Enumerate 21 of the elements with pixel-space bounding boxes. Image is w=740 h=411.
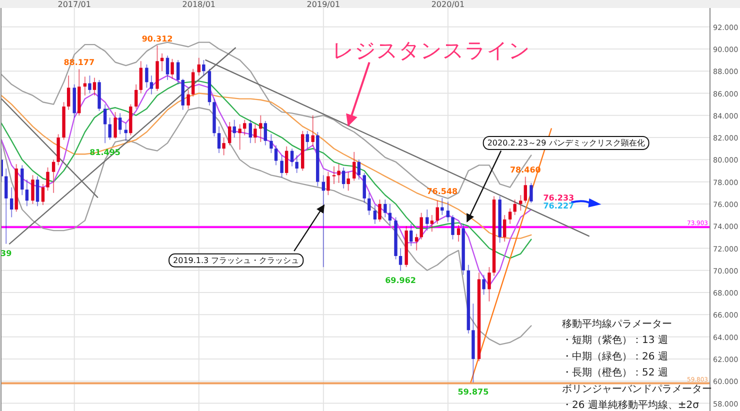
annotation: ・短期（紫色）：13 週 (562, 334, 668, 346)
annotation: 2019.1.3 フラッシュ・クラッシュ (173, 256, 300, 265)
annotation: レジスタンスライン (332, 38, 530, 63)
annotation: 76.548 (426, 186, 458, 196)
x-tick-label: 2017/01 (58, 0, 91, 9)
annotation: 76.227 (543, 201, 574, 210)
annotation: 2020.2.23～29 パンデミックリスク顕在化 (487, 138, 645, 148)
annotation: 移動平均線パラメーター (562, 318, 672, 330)
annotation: 88.177 (64, 58, 95, 68)
annotation: ・中期（緑色）：26 週 (562, 350, 668, 362)
annotation: 39 (0, 248, 12, 258)
annotation: ・26 週単純移動平均線、±2σ (562, 399, 700, 411)
annotation: 90.312 (142, 34, 173, 44)
x-tick-label: 2019/01 (306, 0, 340, 9)
x-tick-label: 2018/01 (182, 0, 216, 9)
annotation: 69.962 (385, 276, 416, 285)
annotation: ボリンジャーバンドパラメーター (562, 384, 712, 395)
x-tick-label: 2020/01 (431, 0, 465, 9)
annotation: ・長期（橙色）：52 週 (562, 366, 668, 379)
annotation: 76.233 (543, 193, 574, 202)
annotation: 59.875 (458, 387, 490, 396)
